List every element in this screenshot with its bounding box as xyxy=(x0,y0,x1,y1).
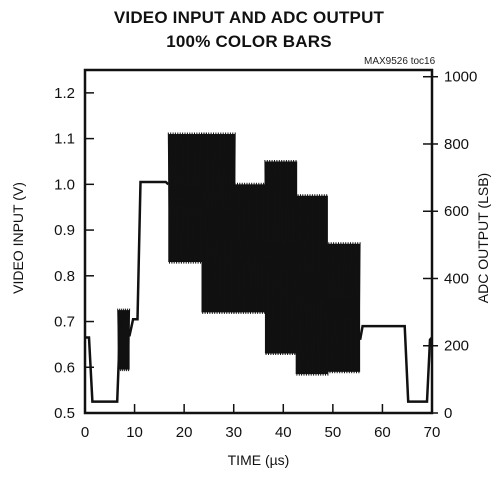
burst-oscillation xyxy=(201,132,236,314)
y-tick-label-left: 1.1 xyxy=(54,131,75,148)
y-tick-label-right: 0 xyxy=(444,405,452,422)
y-tick-label-right: 600 xyxy=(444,203,469,220)
x-tick-label: 0 xyxy=(81,424,89,441)
x-axis-label: TIME (µs) xyxy=(227,452,290,468)
chart-title: VIDEO INPUT AND ADC OUTPUT xyxy=(113,8,385,27)
burst-oscillation xyxy=(264,159,298,356)
y-tick-label-left: 1.0 xyxy=(54,176,75,193)
y-tick-label-left: 0.7 xyxy=(54,314,75,331)
x-tick-label: 70 xyxy=(424,424,441,441)
burst-oscillation xyxy=(167,132,207,264)
y-tick-label-left: 1.2 xyxy=(54,85,75,102)
y-tick-label-left: 0.6 xyxy=(54,359,75,376)
x-tick-label: 40 xyxy=(275,424,292,441)
burst-oscillation xyxy=(325,242,361,374)
y-tick-label-left: 0.5 xyxy=(54,405,75,422)
x-tick-label: 60 xyxy=(374,424,391,441)
x-tick-label: 20 xyxy=(176,424,193,441)
x-tick-label: 30 xyxy=(225,424,242,441)
y-tick-label-right: 400 xyxy=(444,270,469,287)
y-tick-label-left: 0.8 xyxy=(54,268,75,285)
x-tick-label: 10 xyxy=(126,424,143,441)
y-tick-label-right: 200 xyxy=(444,338,469,355)
burst-oscillation xyxy=(232,182,267,314)
burst-oscillation xyxy=(117,308,131,372)
y-tick-label-right: 800 xyxy=(444,136,469,153)
source-tag: MAX9526 toc16 xyxy=(364,56,436,67)
burst-oscillation xyxy=(295,194,329,376)
y-tick-label-right: 1000 xyxy=(444,69,477,86)
y-tick-label-left: 0.9 xyxy=(54,222,75,239)
chart-subtitle: 100% COLOR BARS xyxy=(166,32,332,51)
series-line-trailing xyxy=(358,324,433,403)
x-tick-label: 50 xyxy=(325,424,342,441)
plot-frame xyxy=(83,68,434,415)
